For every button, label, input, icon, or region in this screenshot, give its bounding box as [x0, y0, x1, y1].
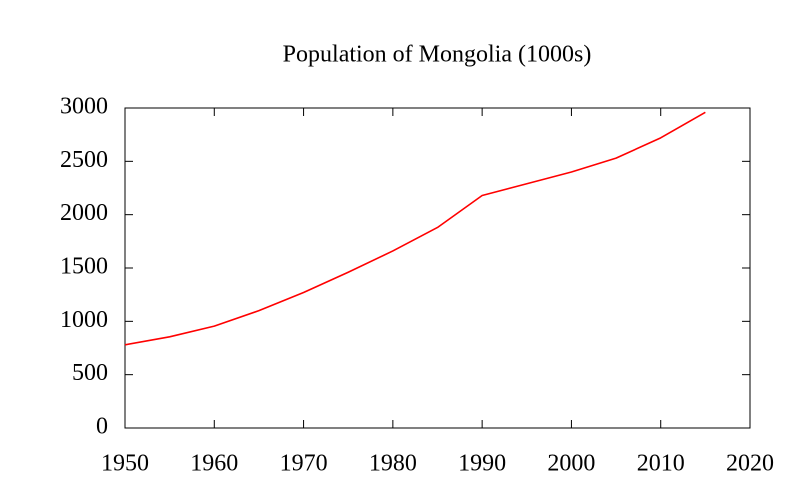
- x-tick-label: 2000: [547, 451, 595, 477]
- x-tick-label: 2020: [726, 451, 774, 477]
- plot-frame: [124, 107, 751, 429]
- y-tick-label: 1500: [60, 254, 108, 280]
- y-tick-label: 2500: [60, 147, 108, 173]
- y-tick-label: 0: [96, 414, 108, 440]
- data-line: [124, 111, 706, 346]
- x-tick-label: 1970: [280, 451, 328, 477]
- x-tick-label: 2010: [637, 451, 685, 477]
- y-tick-label: 2000: [60, 200, 108, 226]
- x-tick-label: 1960: [190, 451, 238, 477]
- y-tick-label: 3000: [60, 94, 108, 120]
- x-tick-label: 1950: [101, 451, 149, 477]
- y-tick-label: 1000: [60, 307, 108, 333]
- chart-title: Population of Mongolia (1000s): [283, 42, 592, 68]
- x-tick-label: 1990: [458, 451, 506, 477]
- x-tick-label: 1980: [369, 451, 417, 477]
- y-tick-label: 500: [72, 360, 108, 386]
